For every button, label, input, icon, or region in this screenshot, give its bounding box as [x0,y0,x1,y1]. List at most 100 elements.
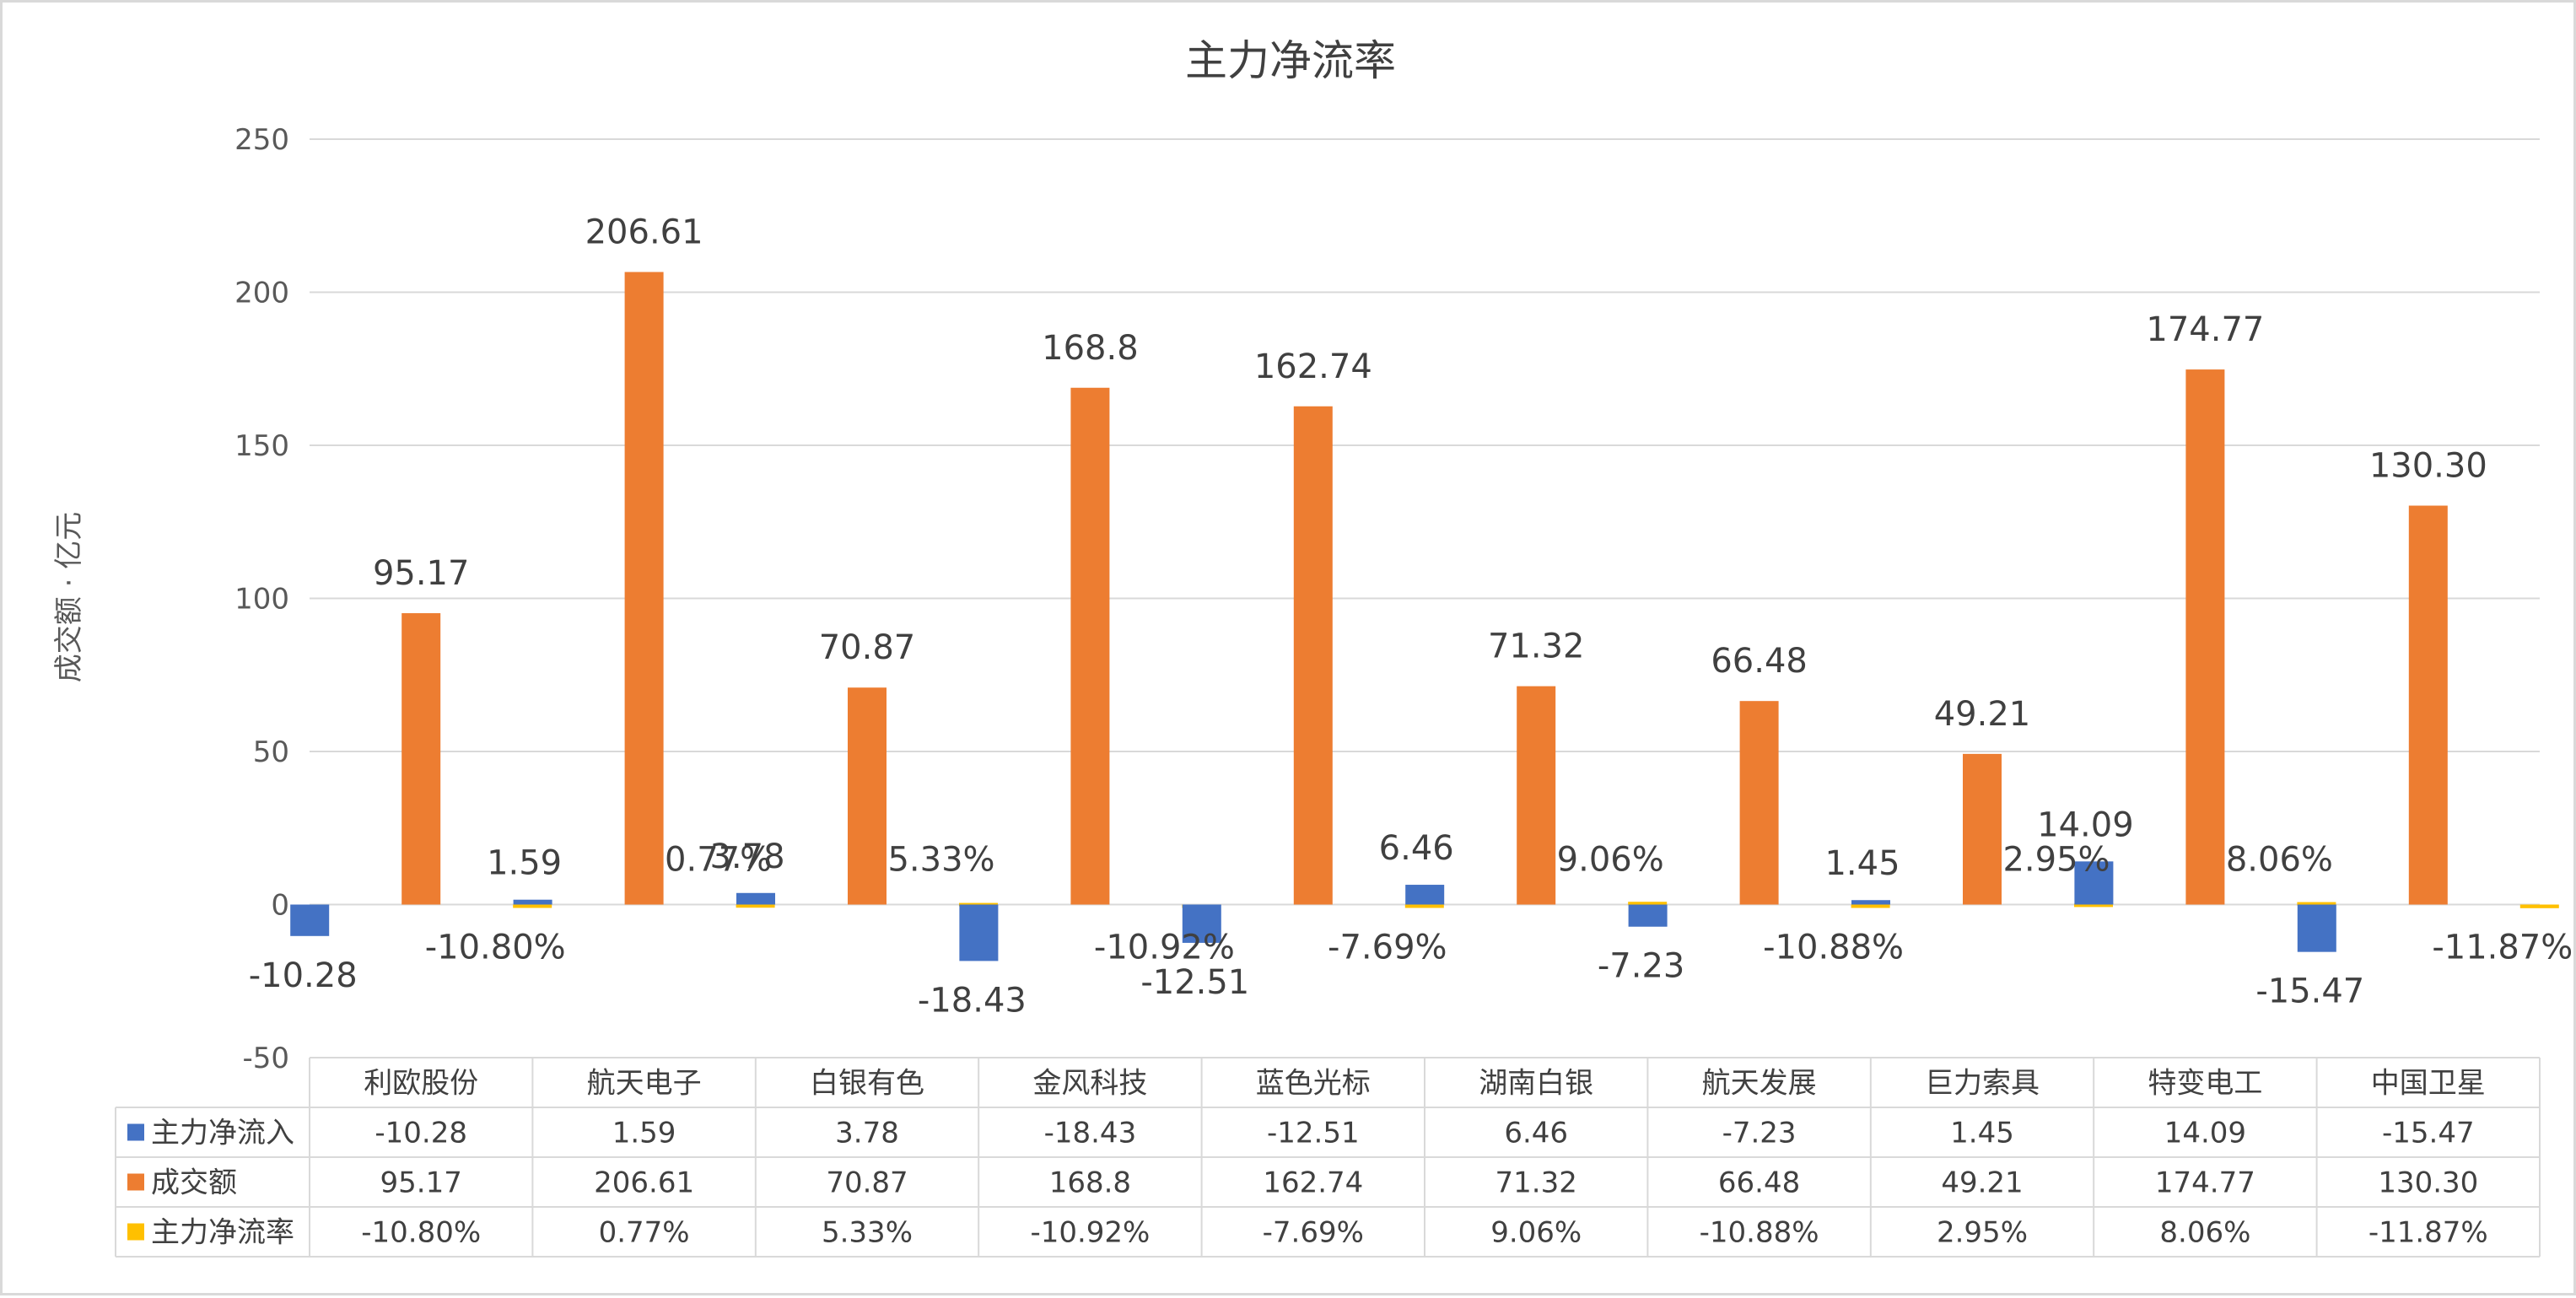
table-cell: 71.32 [1495,1166,1577,1200]
bar-2-0 [513,904,552,908]
table-cell: 174.77 [2155,1166,2255,1200]
bar-0-7 [1851,900,1890,905]
data-label: -18.43 [918,981,1027,1020]
table-cell: 9.06% [1490,1216,1582,1250]
data-label: 1.45 [1824,844,1900,883]
y-axis-label: 成交额 · 亿元 [52,512,86,682]
y-tick-label: 0 [271,889,289,923]
table-cell: 1.45 [1950,1117,2014,1150]
table-cell: 0.77% [599,1216,690,1250]
bar-2-6 [1851,904,1890,908]
data-label: 168.8 [1042,329,1139,368]
bar-1-5 [1517,686,1556,905]
data-label: 6.46 [1379,829,1454,868]
data-label: -10.80% [425,929,566,967]
table-cell: 130.30 [2378,1166,2478,1200]
table-cell: -10.28 [375,1117,467,1150]
bar-1-7 [1963,753,2002,905]
data-label: -7.23 [1598,947,1685,986]
bar-1-3 [1070,387,1110,905]
table-category-label: 蓝色光标 [1256,1067,1371,1101]
data-label: 3.78 [709,838,784,876]
bar-0-3 [959,904,999,961]
data-label: 95.17 [373,554,470,593]
legend-series-name: 主力净流率 [151,1216,294,1250]
table-cell: 2.95% [1937,1216,2028,1250]
table-cell: -18.43 [1044,1117,1137,1150]
table-cell: 6.46 [1504,1117,1568,1150]
table-cell: -10.88% [1700,1216,1819,1250]
bars-group [290,272,2559,961]
y-tick-label: 50 [253,735,289,769]
y-tick-label: 100 [234,583,289,617]
table-cell: 66.48 [1718,1166,1800,1200]
bar-0-9 [2297,904,2336,952]
data-label: -10.28 [249,956,358,995]
data-label: -7.69% [1328,929,1447,967]
y-tick-label: 150 [234,429,289,463]
table-cell: -10.92% [1030,1216,1150,1250]
data-label: 66.48 [1711,642,1808,681]
chart-svg: 主力净流率 成交额 · 亿元 250 200 150 100 50 0 -50 -10.28… [52,36,2573,1258]
bar-0-5 [1405,885,1445,905]
table-cell: -15.47 [2382,1117,2475,1150]
legend-swatch [127,1173,144,1191]
data-label: 174.77 [2146,310,2264,349]
data-label: -10.88% [1763,929,1904,967]
table-category-label: 白银有色 [810,1067,924,1101]
data-label: 5.33% [887,841,994,880]
table-cell: 162.74 [1263,1166,1363,1200]
table-category-label: 中国卫星 [2371,1067,2486,1101]
legend-swatch [127,1123,144,1141]
bar-2-8 [2297,902,2336,906]
bar-0-8 [2074,861,2114,905]
table-cell: 8.06% [2159,1216,2250,1250]
table-cell: -10.80% [361,1216,481,1250]
table-category-label: 利欧股份 [364,1067,478,1101]
table-cell: -11.87% [2369,1216,2488,1250]
bar-1-0 [401,613,441,905]
table-cell: 1.59 [612,1117,676,1150]
y-tick-label: -50 [242,1042,289,1075]
bar-2-5 [1628,902,1668,906]
data-label: 14.09 [2037,805,2134,844]
table-cell: -12.51 [1267,1117,1360,1150]
bar-2-9 [2519,904,2559,908]
data-label: 130.30 [2369,447,2487,486]
y-axis-ticks: 250 200 150 100 50 0 -50 [234,123,289,1075]
bar-1-6 [1739,701,1779,905]
y-tick-label: 200 [234,277,289,310]
legend-series-name: 主力净流入 [151,1117,294,1150]
table-cell: 95.17 [380,1166,462,1200]
bar-0-2 [736,892,775,905]
bar-1-2 [848,687,887,905]
table-cell: 206.61 [594,1166,694,1200]
data-label: -15.47 [2255,972,2364,1011]
data-label: 162.74 [1254,347,1372,386]
table-cell: 49.21 [1941,1166,2023,1200]
data-label: 0.77% [665,841,772,880]
table-cell: -7.69% [1263,1216,1364,1250]
data-label: 8.06% [2226,841,2333,880]
legend-series-name: 成交额 [151,1166,237,1200]
table-cell: 168.8 [1049,1166,1131,1200]
bar-0-1 [513,899,552,905]
table-cell: 70.87 [826,1166,908,1200]
data-label: 71.32 [1488,627,1585,666]
data-label: 1.59 [487,844,562,883]
bar-2-1 [736,904,775,908]
bar-0-4 [1182,904,1221,943]
table-cell: -7.23 [1722,1117,1797,1150]
bar-1-9 [2408,505,2448,905]
chart-title: 主力净流率 [1185,36,1396,85]
y-tick-label: 250 [234,123,289,157]
bar-0-0 [290,904,330,936]
bar-1-4 [1293,406,1333,905]
bar-2-4 [1404,904,1444,908]
bar-1-1 [624,272,664,905]
data-label: -11.87% [2432,929,2573,967]
data-label: -12.51 [1140,963,1249,1002]
table-cell: 14.09 [2164,1117,2246,1150]
legend-swatch [127,1223,144,1241]
